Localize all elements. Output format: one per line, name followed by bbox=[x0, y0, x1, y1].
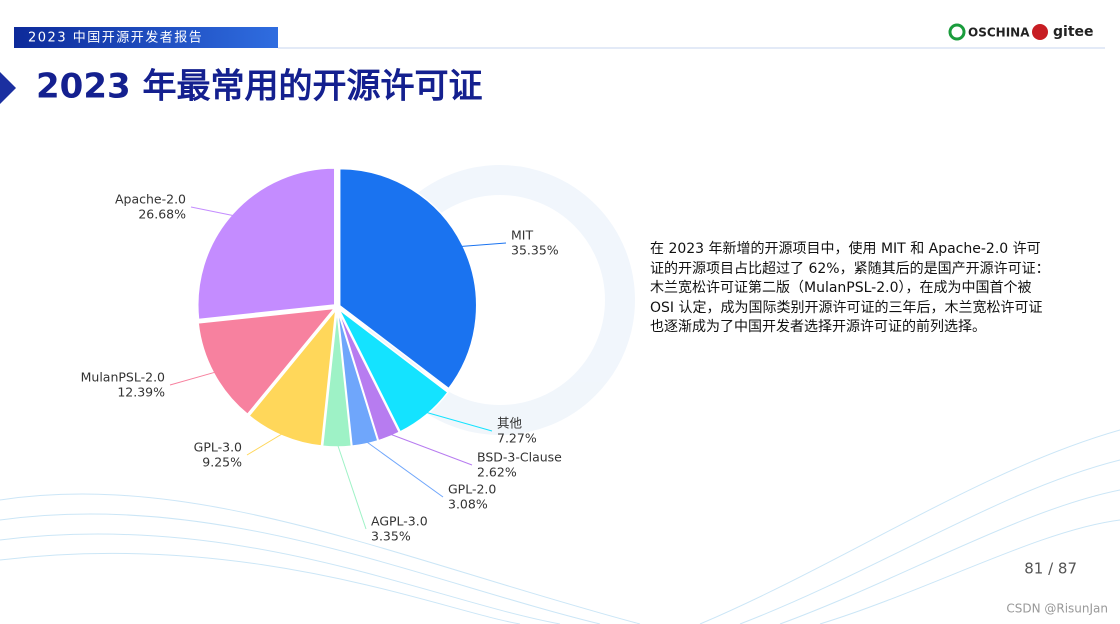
chart-title: 2023 年最常用的开源许可证 bbox=[36, 67, 482, 107]
slice-label: MulanPSL-2.0 bbox=[81, 370, 165, 385]
header-text: 2023 中国开源开发者报告 bbox=[28, 30, 203, 46]
slice-value: 35.35% bbox=[511, 243, 559, 258]
slice-label: GPL-3.0 bbox=[194, 440, 242, 455]
logo-icon bbox=[948, 23, 966, 41]
pie-slice bbox=[338, 308, 449, 433]
leader-line bbox=[387, 432, 473, 466]
leader-line bbox=[336, 442, 367, 530]
slice-value: 7.27% bbox=[497, 431, 537, 446]
leader-line bbox=[458, 242, 507, 248]
slice-value: 9.25% bbox=[202, 455, 242, 470]
pie-slice bbox=[247, 307, 337, 447]
slice-value: 26.68% bbox=[138, 207, 186, 222]
slice-label: MIT bbox=[511, 228, 533, 243]
pie-slice bbox=[197, 307, 337, 416]
title-arrow bbox=[0, 72, 16, 104]
slice-label: BSD-3-Clause bbox=[477, 450, 562, 465]
pie-slice bbox=[321, 309, 353, 448]
slice-value: 12.39% bbox=[117, 385, 165, 400]
slice-value: 2.62% bbox=[477, 465, 517, 480]
page-number: 81 / 87 bbox=[1024, 560, 1077, 578]
description: 在 2023 年新增的开源项目中，使用 MIT 和 Apache-2.0 许可证… bbox=[650, 241, 1050, 335]
watermark: CSDN @RisunJan bbox=[1006, 602, 1108, 616]
pie-slice bbox=[338, 167, 478, 390]
leader-line bbox=[169, 371, 218, 386]
logo-text: OSCHINA bbox=[968, 26, 1030, 40]
slice-value: 3.35% bbox=[371, 529, 411, 544]
slice-label: 其他 bbox=[497, 416, 523, 431]
leader-line bbox=[363, 439, 444, 498]
slice-label: Apache-2.0 bbox=[115, 192, 186, 207]
logo-text: gitee bbox=[1053, 24, 1094, 40]
slice-label: AGPL-3.0 bbox=[371, 514, 428, 529]
slice-label: GPL-2.0 bbox=[448, 482, 496, 497]
logo-icon bbox=[1032, 24, 1048, 40]
leader-line bbox=[423, 411, 493, 432]
leader-line bbox=[190, 206, 237, 217]
pie-slice bbox=[197, 167, 336, 321]
header-bar bbox=[14, 27, 278, 48]
leader-line bbox=[246, 431, 285, 456]
slice-value: 3.08% bbox=[448, 497, 488, 512]
